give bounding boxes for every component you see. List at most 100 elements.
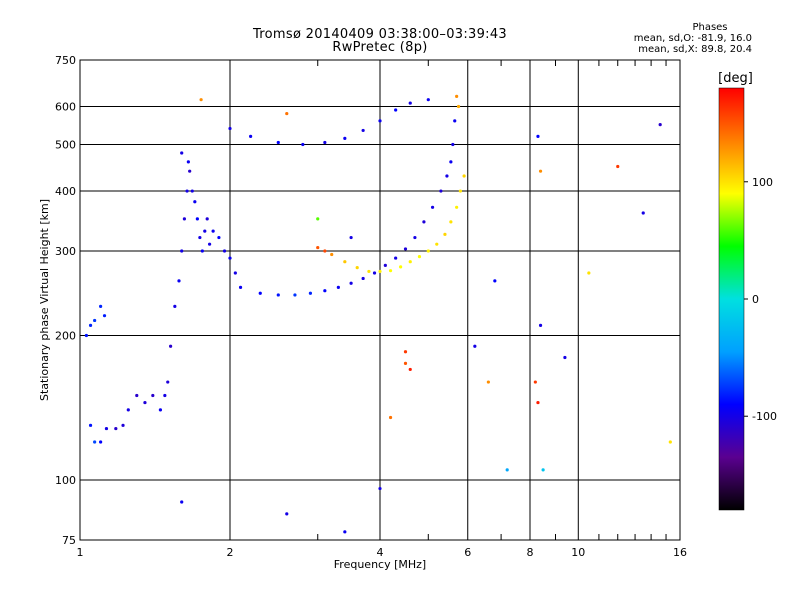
echo-point: [641, 211, 645, 215]
echo-point: [451, 142, 455, 147]
echo-point: [336, 285, 340, 289]
echo-point: [435, 242, 439, 246]
colorbar-tick-label: -100: [752, 410, 777, 423]
echo-point: [367, 269, 371, 274]
echo-point: [443, 232, 447, 236]
echo-point: [361, 276, 365, 281]
echo-point: [587, 271, 591, 275]
echo-point: [182, 217, 186, 221]
echo-point: [200, 249, 204, 253]
echo-point: [249, 134, 253, 138]
echo-point: [563, 355, 567, 360]
echo-point: [199, 98, 203, 102]
echo-point: [276, 293, 280, 297]
echo-point: [205, 217, 209, 221]
echo-point: [383, 263, 387, 267]
echo-point: [166, 380, 170, 384]
echo-point: [316, 245, 320, 250]
echo-point: [462, 174, 466, 178]
echo-point: [104, 426, 109, 431]
echo-point: [458, 189, 463, 193]
echo-point: [188, 169, 192, 173]
phase-stats-header: Phases: [692, 22, 728, 33]
echo-point: [486, 380, 490, 384]
echo-point: [180, 500, 184, 504]
y-axis-label: Stationary phase Virtual Height [km]: [38, 199, 51, 401]
echo-point: [456, 104, 461, 109]
y-tick-label: 750: [55, 54, 76, 67]
echo-point: [426, 98, 430, 102]
echo-point: [276, 140, 280, 145]
echo-point: [473, 344, 477, 348]
y-tick-label: 300: [55, 245, 76, 258]
echo-point: [203, 229, 207, 233]
echo-point: [185, 189, 189, 193]
echo-point: [143, 400, 147, 405]
x-tick-label: 1: [77, 546, 84, 559]
data-points: [84, 94, 672, 534]
echo-point: [207, 242, 212, 246]
colorbar: [718, 87, 745, 511]
echo-point: [285, 512, 289, 516]
echo-point: [114, 426, 118, 431]
echo-point: [343, 530, 347, 534]
echo-point: [180, 249, 184, 253]
echo-point: [228, 256, 232, 260]
colorbar-label: [deg]: [718, 71, 753, 86]
echo-point: [426, 249, 430, 253]
echo-point: [403, 361, 408, 365]
echo-point: [349, 235, 353, 240]
echo-point: [408, 260, 412, 264]
echo-point: [293, 293, 297, 297]
echo-point: [455, 205, 459, 209]
echo-point: [285, 111, 289, 116]
echo-point: [388, 415, 393, 420]
echo-point: [330, 252, 334, 257]
echo-point: [658, 123, 662, 127]
echo-point: [88, 323, 93, 327]
echo-point: [135, 393, 139, 398]
echo-point: [323, 140, 327, 145]
echo-point: [169, 344, 173, 348]
echo-point: [394, 256, 398, 260]
echo-point: [536, 134, 540, 138]
echo-point: [102, 314, 107, 318]
y-tick-label: 75: [62, 534, 76, 547]
echo-point: [403, 247, 408, 251]
echo-point: [316, 217, 320, 221]
echo-point: [195, 217, 199, 221]
x-tick-label: 2: [227, 546, 234, 559]
echo-point: [399, 265, 403, 269]
echo-point: [616, 164, 620, 169]
echo-point: [455, 94, 459, 98]
phase-stats-o-mode: mean, sd,O: -81.9, 16.0: [633, 33, 752, 44]
grid: [80, 60, 680, 540]
colorbar-tick-label: 100: [752, 176, 773, 189]
x-tick-label: 10: [571, 546, 585, 559]
chart-subtitle: RwPretec (8p): [332, 40, 428, 55]
echo-point: [417, 255, 422, 259]
echo-point: [217, 235, 221, 240]
echo-point: [238, 285, 243, 289]
y-tick-label: 500: [55, 139, 76, 152]
echo-point: [413, 235, 417, 240]
echo-point: [180, 151, 184, 155]
echo-point: [439, 189, 443, 193]
echo-point: [258, 291, 262, 295]
echo-point: [449, 160, 453, 164]
echo-point: [668, 440, 672, 444]
echo-point: [222, 249, 227, 253]
echo-point: [186, 160, 190, 164]
echo-point: [445, 174, 449, 178]
x-tick-label: 8: [527, 546, 534, 559]
echo-point: [193, 200, 197, 204]
echo-point: [323, 249, 327, 253]
echo-point: [505, 468, 509, 472]
echo-point: [349, 281, 353, 285]
x-tick-label: 4: [377, 546, 384, 559]
echo-point: [533, 380, 537, 384]
phase-stats-x-mode: mean, sd,X: 89.8, 20.4: [638, 44, 752, 55]
echo-point: [430, 205, 435, 209]
echo-point: [343, 136, 347, 140]
